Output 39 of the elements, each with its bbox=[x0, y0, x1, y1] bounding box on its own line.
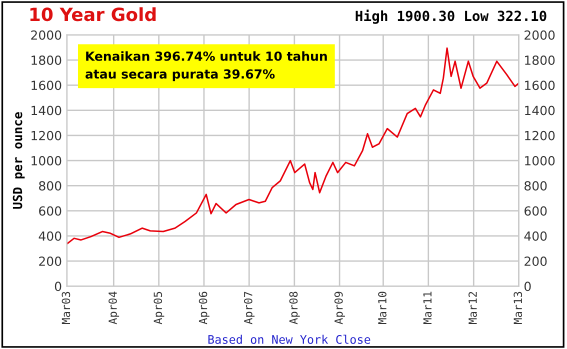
x-tick-label: Mar03 bbox=[62, 292, 70, 324]
line-series bbox=[66, 47, 519, 245]
y2-tick-label: 400 bbox=[524, 231, 547, 241]
x-tick-label: Mar13 bbox=[514, 292, 522, 324]
y2-tick-label: 1400 bbox=[525, 106, 555, 116]
x-tick-label: Mar12 bbox=[468, 292, 477, 324]
x-tick-label: Apr07 bbox=[244, 292, 255, 324]
y-tick-label: 200 bbox=[39, 256, 62, 266]
x-tick-label: Apr05 bbox=[154, 292, 164, 324]
y-tick-label: 800 bbox=[39, 181, 62, 191]
x-tick-label: Mar10 bbox=[378, 292, 386, 324]
y-tick-label: 0 bbox=[54, 282, 62, 292]
text: Based on New York Close bbox=[208, 334, 370, 344]
y-tick-label: 400 bbox=[38, 231, 62, 241]
y-tick-label: 1800 bbox=[32, 56, 62, 65]
y-tick-label: 600 bbox=[39, 206, 62, 216]
y2-tick-label: 200 bbox=[524, 256, 547, 266]
chart-title: 10 Year Gold bbox=[30, 7, 156, 22]
y-tick-label: 2000 bbox=[31, 30, 62, 40]
y2-tick-label: 800 bbox=[524, 181, 547, 191]
x-tick-label: Mar11 bbox=[423, 292, 432, 324]
annotation: Kenaikan 396.74% untuk 10 tahun atau secara purata 39.67% bbox=[86, 51, 327, 82]
y2-tick-label: 1000 bbox=[525, 156, 555, 166]
y-axis-title: USD per ounce bbox=[12, 112, 25, 209]
chart-subtitle: High 1900.30 Low 322.10 bbox=[356, 10, 546, 24]
x-tick-label: Apr08 bbox=[289, 292, 300, 324]
x-tick-label: Apr09 bbox=[334, 292, 345, 324]
x-tick-label: Apr04 bbox=[108, 292, 120, 324]
y-tick-label: 1200 bbox=[32, 130, 62, 140]
y-tick-label: 1600 bbox=[32, 80, 62, 90]
y-tick-label: 1400 bbox=[32, 106, 62, 116]
y2-tick-label: 1600 bbox=[525, 80, 555, 90]
y2-tick-label: 0 bbox=[524, 282, 531, 292]
y2-tick-label: 2000 bbox=[524, 30, 555, 40]
y-tick-label: 1000 bbox=[32, 156, 62, 166]
x-tick-label: Apr06 bbox=[198, 292, 210, 324]
y2-tick-label: 1200 bbox=[525, 130, 555, 140]
y2-tick-label: 1800 bbox=[525, 56, 555, 65]
y2-tick-label: 600 bbox=[524, 206, 547, 216]
